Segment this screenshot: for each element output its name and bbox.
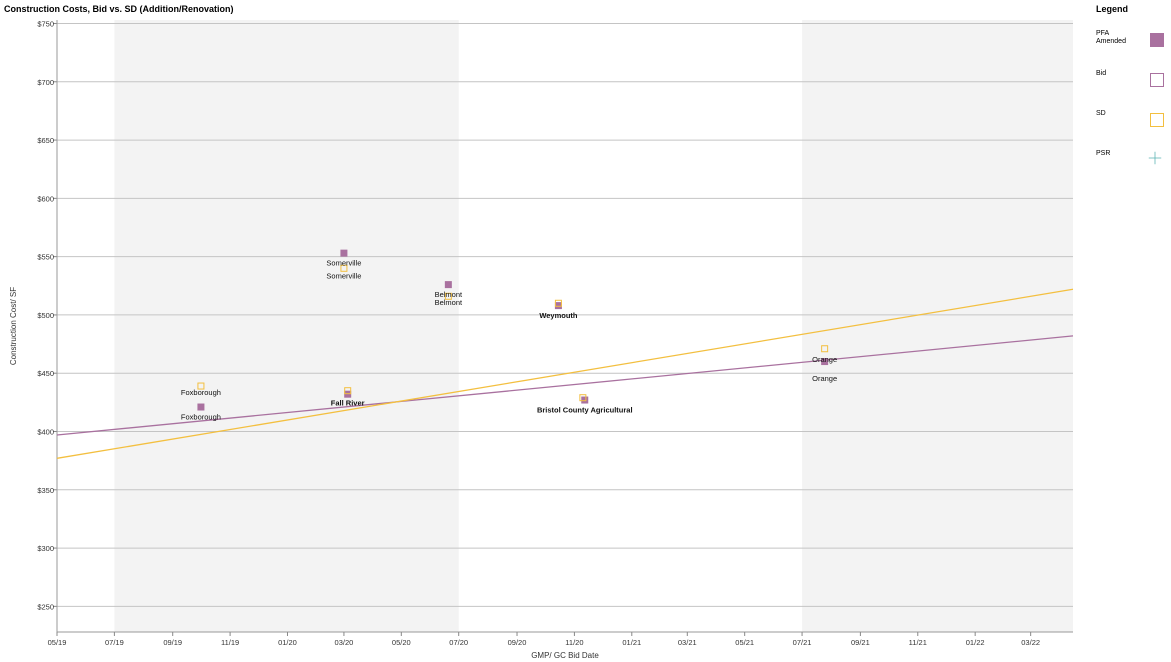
point-label: Belmont: [435, 298, 463, 307]
point-label: Fall River: [331, 398, 365, 407]
legend-item-psr: PSR: [1096, 150, 1171, 174]
x-tick-label: 03/20: [335, 638, 354, 647]
point-label: Foxborough: [181, 412, 221, 421]
data-point-pfa-amended: [554, 302, 562, 310]
chart-title: Construction Costs, Bid vs. SD (Addition…: [4, 4, 234, 14]
shaded-band: [802, 20, 1073, 632]
trend-line: [56, 288, 1074, 459]
data-point-pfa-amended: [340, 249, 348, 257]
scatter-chart: $750 $700 $650 $600 $550 $500 $450 $400 $350 $300…: [9, 19, 1074, 660]
y-tick-label: $350: [37, 486, 54, 495]
point-label: Orange: [812, 355, 837, 364]
data-point-sd: [821, 345, 829, 353]
legend-item-bid: Bid: [1096, 70, 1171, 94]
y-tick-label: $450: [37, 369, 54, 378]
data-point-sd: [197, 382, 205, 390]
y-tick-label: $250: [37, 602, 54, 611]
legend-swatch-filled-square-icon: [1150, 33, 1164, 47]
data-point-pfa-amended: [581, 396, 589, 404]
trend-line: [56, 335, 1074, 436]
point-label: Somerville: [326, 271, 361, 280]
y-tick-label: $700: [37, 78, 54, 87]
y-axis-label: Construction Cost/ SF: [9, 287, 18, 365]
y-tick-label: $650: [37, 136, 54, 145]
legend-swatch-hollow-square-icon: [1150, 113, 1164, 127]
x-tick-label: 11/21: [909, 638, 927, 647]
x-tick-label: 11/20: [565, 638, 583, 647]
x-tick-label: 11/19: [221, 638, 239, 647]
legend-swatch-plus-icon: [1148, 151, 1162, 165]
y-tick-label: $550: [37, 253, 54, 262]
data-point-sd: [444, 292, 452, 300]
y-tick-label: $400: [37, 427, 54, 436]
point-label: Weymouth: [539, 311, 578, 320]
x-tick-label: 01/20: [278, 638, 297, 647]
point-label: Belmont: [435, 290, 463, 299]
x-tick-label: 05/19: [48, 638, 67, 647]
x-tick-label: 09/20: [508, 638, 527, 647]
legend-item-pfa-amended: PFA Amended: [1096, 30, 1171, 54]
x-tick-label: 03/22: [1021, 638, 1040, 647]
x-tick-label: 07/21: [793, 638, 812, 647]
x-tick-label: 09/21: [851, 638, 870, 647]
legend-title: Legend: [1096, 4, 1129, 14]
legend-label: PFA Amended: [1096, 30, 1126, 45]
y-tick-label: $500: [37, 311, 54, 320]
data-point-sd: [554, 299, 562, 307]
legend-label: Bid: [1096, 70, 1107, 77]
x-tick-label: 05/20: [392, 638, 411, 647]
legend-label: SD: [1096, 110, 1106, 117]
point-label: Orange: [812, 374, 837, 383]
x-tick-label: 07/20: [449, 638, 468, 647]
x-axis-label: GMP/ GC Bid Date: [531, 651, 599, 660]
x-tick-label: 01/22: [966, 638, 985, 647]
data-point-pfa-amended: [444, 281, 452, 289]
point-label: Foxborough: [181, 388, 221, 397]
x-tick-label: 07/19: [105, 638, 124, 647]
legend-swatch-hollow-square-icon: [1150, 73, 1164, 87]
y-tick-label: $750: [37, 19, 54, 28]
data-point-sd: [579, 394, 587, 402]
point-label: Somerville: [326, 258, 361, 267]
data-point-pfa-amended: [821, 358, 829, 366]
data-point-pfa-amended: [197, 403, 205, 411]
legend-label: PSR: [1096, 150, 1111, 157]
data-point-sd: [340, 264, 348, 272]
x-tick-label: 03/21: [678, 638, 697, 647]
y-tick-label: $300: [37, 544, 54, 553]
x-tick-label: 01/21: [622, 638, 641, 647]
y-tick-label: $600: [37, 194, 54, 203]
shaded-band: [114, 20, 459, 632]
x-tick-label: 09/19: [163, 638, 182, 647]
x-tick-label: 05/21: [735, 638, 754, 647]
data-point-sd: [344, 387, 352, 395]
point-label: Bristol County Agricultural: [537, 405, 633, 414]
legend-item-sd: SD: [1096, 110, 1171, 134]
